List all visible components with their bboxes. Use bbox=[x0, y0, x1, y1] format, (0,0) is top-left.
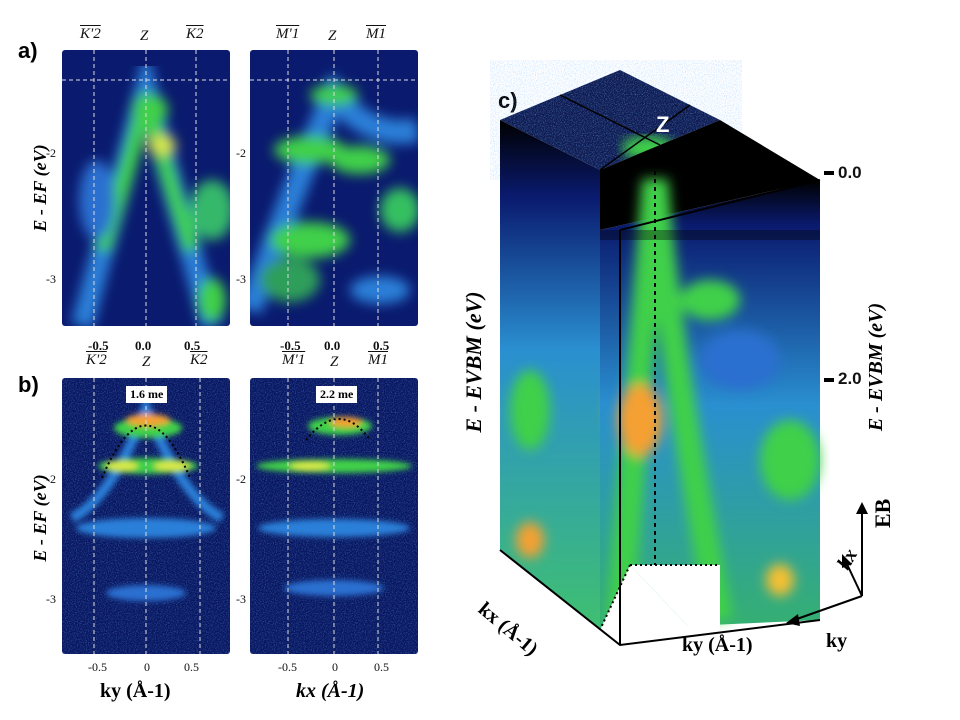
b-right-top-label-left: M'1 bbox=[282, 352, 306, 368]
arpes-map-a-right bbox=[250, 50, 418, 326]
b-left-xtick-3: 0.5 bbox=[184, 660, 199, 674]
a-left-top-label-left: K'2 bbox=[80, 26, 101, 42]
a-right-ytick-2: -3 bbox=[236, 272, 246, 286]
a-left-ytick-2: -3 bbox=[46, 272, 56, 286]
b-right-top-label-center: Z bbox=[330, 354, 339, 370]
b-right-ytick-1: -2 bbox=[236, 472, 246, 486]
arpes-map-a-left bbox=[62, 50, 230, 326]
b-left-ytick-1: -2 bbox=[46, 472, 56, 486]
a-left-ytick-1: -2 bbox=[46, 146, 56, 160]
a-y-axis-label: E - EF (eV) bbox=[30, 144, 50, 232]
c-ky-label: ky (Å-1) bbox=[682, 634, 753, 656]
b-right-x-axis-label: kx (Å-1) bbox=[296, 680, 365, 702]
triad-eb-label: EB bbox=[870, 498, 895, 528]
a-right-top-label-left: M'1 bbox=[276, 26, 300, 42]
arpes-3d-cube bbox=[499, 70, 821, 660]
tick-mark-0 bbox=[824, 171, 834, 175]
c-tick-0: 0.0 bbox=[838, 163, 862, 182]
a-left-top-label-right: K2 bbox=[186, 26, 204, 42]
panel-label-a: a) bbox=[18, 38, 38, 63]
a-right-top-label-center: Z bbox=[328, 28, 337, 44]
b-right-xtick-3: 0.5 bbox=[374, 660, 389, 674]
b-left-x-axis-label: ky (Å-1) bbox=[100, 680, 171, 702]
arpes-map-b-right bbox=[250, 378, 418, 654]
axis-triad bbox=[786, 502, 868, 626]
panel-label-c: c) bbox=[498, 88, 518, 113]
a-left-xtick-2: 0.0 bbox=[135, 338, 152, 353]
b-y-axis-label: E - EF (eV) bbox=[30, 474, 50, 562]
a-left-top-label-center: Z bbox=[140, 28, 149, 44]
b-left-xtick-1: -0.5 bbox=[88, 660, 107, 674]
tick-mark-2 bbox=[824, 378, 834, 382]
z-point-label: Z bbox=[656, 112, 670, 137]
b-left-mass-label: 1.6 me bbox=[126, 386, 168, 403]
a-right-xtick-2: 0.0 bbox=[324, 338, 341, 353]
triad-ky-label: ky bbox=[826, 630, 848, 652]
b-left-top-label-left: K'2 bbox=[86, 352, 107, 368]
b-right-xtick-2: 0 bbox=[332, 660, 338, 674]
arpes-map-b-left bbox=[62, 378, 230, 654]
b-left-top-label-right: K2 bbox=[190, 352, 208, 368]
a-left-xtick-3: 0.5 bbox=[184, 338, 201, 353]
a-right-ytick-1: -2 bbox=[236, 146, 246, 160]
b-right-ytick-2: -3 bbox=[236, 592, 246, 606]
c-tick-2: 2.0 bbox=[838, 369, 862, 388]
c-left-axis-label: E - EVBM (eV) bbox=[461, 291, 486, 433]
c-right-axis-label: E - EVBM (eV) bbox=[865, 302, 887, 432]
b-left-ytick-2: -3 bbox=[46, 592, 56, 606]
a-left-xtick-1: -0.5 bbox=[88, 338, 109, 353]
b-right-top-label-right: M1 bbox=[368, 352, 388, 368]
a-right-xtick-1: -0.5 bbox=[280, 338, 301, 353]
a-right-top-label-right: M1 bbox=[366, 26, 386, 42]
b-left-xtick-2: 0 bbox=[144, 660, 150, 674]
b-left-top-label-center: Z bbox=[142, 354, 151, 370]
a-right-xtick-3: 0.5 bbox=[373, 338, 390, 353]
b-right-mass-label: 2.2 me bbox=[316, 386, 358, 403]
b-right-xtick-1: -0.5 bbox=[278, 660, 297, 674]
panel-label-b: b) bbox=[18, 372, 39, 397]
